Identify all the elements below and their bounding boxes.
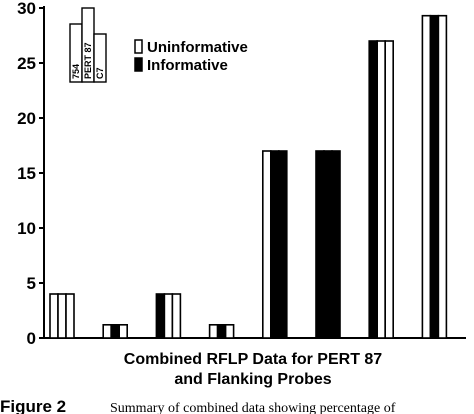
x-axis-label-line-1: Combined RFLP Data for PERT 87 [124,351,383,368]
bar-7-1 [368,40,379,339]
y-tick-label: 5 [27,274,36,293]
bar-2-2 [110,323,120,339]
x-axis-label-line-2: and Flanking Probes [174,371,331,388]
bar-8-1 [421,14,432,339]
bar-3-2 [163,293,174,339]
bar-group-1 [49,293,75,339]
bar-1-3 [65,293,75,339]
inset-probe-label: C7 [95,67,105,79]
y-tick-label: 15 [17,164,36,183]
bar-group-4 [208,323,235,339]
bar-group-3 [155,293,182,339]
y-tick-label: 10 [17,219,36,238]
y-tick-label: 30 [17,0,36,18]
bar-group-6 [315,150,341,339]
bar-8-2 [429,14,440,339]
bar-2-1 [102,323,112,339]
bar-groups [49,14,448,339]
y-tick-label: 0 [27,329,36,348]
y-tick-label: 20 [17,109,36,128]
bar-6-2 [323,150,333,339]
probe-key-inset: 754 PERT 87 C7 [69,7,107,83]
caption-text: Summary of combined data showing percent… [110,401,396,414]
bar-group-7 [368,40,395,339]
bar-6-1 [315,150,325,339]
bar-group-2 [102,323,128,339]
bar-group-5 [261,150,288,339]
bar-6-3 [331,150,341,339]
bar-3-3 [171,293,182,339]
bar-5-2 [269,150,280,339]
bar-7-3 [384,40,395,339]
caption-label: Figure 2 [0,397,66,414]
y-tick-label: 25 [17,54,36,73]
bar-5-3 [277,150,288,339]
legend-swatch-filled [134,57,143,72]
legend-swatch-open [134,39,143,54]
bar-7-2 [376,40,387,339]
bar-4-3 [224,323,235,339]
inset-probe-label: 754 [71,64,81,79]
legend-label: Informative [147,57,228,74]
bar-1-2 [57,293,67,339]
bar-2-3 [118,323,128,339]
inset-bar-3 [93,33,107,83]
bar-3-1 [155,293,166,339]
bar-8-3 [437,14,448,339]
inset-probe-label: PERT 87 [83,42,93,79]
bar-1-1 [49,293,59,339]
bar-5-1 [261,150,272,339]
bar-4-1 [208,323,219,339]
legend-label: Uninformative [147,39,248,56]
bar-4-2 [216,323,227,339]
bar-group-8 [421,14,448,339]
